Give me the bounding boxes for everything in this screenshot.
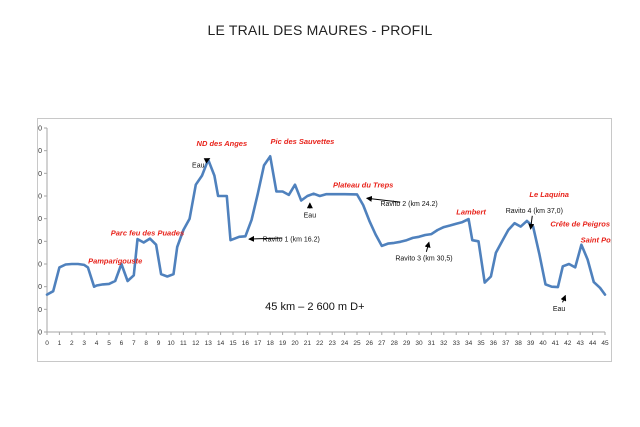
x-tick-label: 45 xyxy=(601,340,609,347)
place-label: Plateau du Treps xyxy=(333,180,393,189)
x-tick-label: 6 xyxy=(120,340,124,347)
elevation-profile-chart: 0100200300400500600700800900012345678910… xyxy=(38,126,611,348)
place-label: Crête de Peigros xyxy=(550,220,610,229)
x-tick-label: 32 xyxy=(440,340,448,347)
x-tick-label: 22 xyxy=(316,340,324,347)
note-label: Eau xyxy=(553,306,566,313)
x-tick-label: 28 xyxy=(391,340,399,347)
y-tick-label: 100 xyxy=(38,307,42,314)
x-tick-label: 24 xyxy=(341,340,349,347)
x-tick-label: 40 xyxy=(539,340,547,347)
x-tick-label: 21 xyxy=(304,340,312,347)
x-tick-label: 42 xyxy=(564,340,572,347)
x-tick-label: 20 xyxy=(291,340,299,347)
note-label: Ravito 2 (km 24.2) xyxy=(380,201,437,208)
x-tick-label: 0 xyxy=(45,340,49,347)
y-tick-label: 800 xyxy=(38,148,42,155)
x-tick-label: 36 xyxy=(490,340,498,347)
x-tick-label: 23 xyxy=(329,340,337,347)
place-label: Saint Pons xyxy=(581,235,611,244)
y-tick-label: 700 xyxy=(38,171,42,178)
x-tick-label: 38 xyxy=(515,340,523,347)
x-tick-label: 39 xyxy=(527,340,535,347)
elevation-series-line xyxy=(45,154,607,296)
x-tick-label: 12 xyxy=(192,340,200,347)
x-tick-label: 35 xyxy=(477,340,485,347)
x-tick-label: 18 xyxy=(267,340,275,347)
x-tick-label: 5 xyxy=(107,340,111,347)
y-tick-label: 500 xyxy=(38,216,42,223)
chart-frame: 0100200300400500600700800900012345678910… xyxy=(37,118,612,362)
x-tick-label: 11 xyxy=(180,340,187,347)
annotation-arrow xyxy=(560,294,567,303)
place-label: Le Laquina xyxy=(529,190,569,199)
x-tick-label: 7 xyxy=(132,340,136,347)
y-tick-label: 400 xyxy=(38,239,42,246)
x-tick-label: 16 xyxy=(242,340,250,347)
note-label: Eau xyxy=(192,162,205,169)
annotation-arrow xyxy=(365,195,401,203)
x-tick-label: 8 xyxy=(144,340,148,347)
x-tick-label: 14 xyxy=(217,340,225,347)
x-tick-label: 26 xyxy=(366,340,374,347)
y-tick-label: 200 xyxy=(38,284,42,291)
route-summary-label: 45 km – 2 600 m D+ xyxy=(265,301,364,313)
x-tick-label: 31 xyxy=(428,340,436,347)
x-tick-label: 44 xyxy=(589,340,597,347)
x-tick-label: 43 xyxy=(577,340,585,347)
annotation-arrow xyxy=(248,235,283,242)
x-tick-label: 25 xyxy=(353,340,361,347)
place-label: ND des Anges xyxy=(197,139,248,148)
page-title: LE TRAIL DES MAURES - PROFIL xyxy=(207,22,433,38)
x-tick-label: 19 xyxy=(279,340,287,347)
annotation-arrow xyxy=(203,158,211,164)
x-tick-label: 10 xyxy=(167,340,175,347)
note-label: Ravito 4 (km 37,0) xyxy=(506,208,563,215)
x-tick-label: 33 xyxy=(453,340,461,347)
x-tick-label: 2 xyxy=(70,340,74,347)
x-tick-label: 1 xyxy=(58,340,62,347)
x-tick-label: 15 xyxy=(229,340,237,347)
y-tick-label: 300 xyxy=(38,262,42,269)
x-tick-label: 37 xyxy=(502,340,510,347)
x-tick-label: 9 xyxy=(157,340,161,347)
x-tick-label: 13 xyxy=(205,340,213,347)
place-label: Lambert xyxy=(456,208,486,217)
note-label: Ravito 3 (km 30,5) xyxy=(395,256,452,263)
x-tick-label: 3 xyxy=(82,340,86,347)
x-tick-label: 34 xyxy=(465,340,473,347)
x-tick-label: 17 xyxy=(254,340,262,347)
y-tick-label: 600 xyxy=(38,194,42,201)
x-tick-label: 30 xyxy=(415,340,423,347)
note-label: Ravito 1 (km 16.2) xyxy=(263,236,320,243)
y-tick-label: 0 xyxy=(38,330,42,337)
x-tick-label: 27 xyxy=(378,340,386,347)
x-tick-label: 29 xyxy=(403,340,411,347)
annotation-arrow xyxy=(528,215,535,230)
x-tick-label: 4 xyxy=(95,340,99,347)
x-tick-label: 41 xyxy=(552,340,560,347)
place-label: Parc feu des Puades xyxy=(111,229,184,238)
place-label: Pamparigouste xyxy=(88,257,142,266)
annotation-arrow xyxy=(424,241,431,252)
y-tick-label: 900 xyxy=(38,126,42,133)
place-label: Pic des Sauvettes xyxy=(271,137,335,146)
note-label: Eau xyxy=(304,213,317,220)
